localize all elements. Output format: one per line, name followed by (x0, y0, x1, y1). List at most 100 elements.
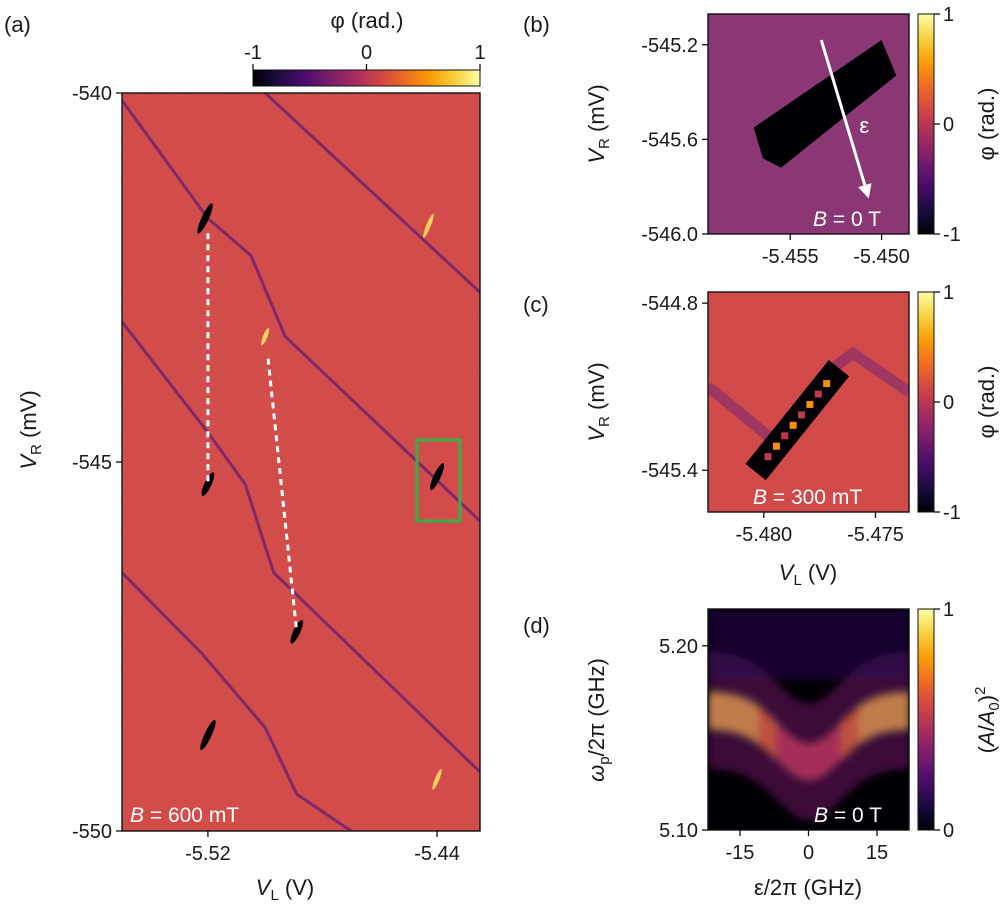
epsilon-arrow (819, 39, 867, 186)
panel-a-annotation: B = 600 mT (130, 804, 239, 827)
panel-a-colorbar-ticks: -1 0 1 (244, 42, 486, 70)
bright-feature (432, 769, 442, 790)
a-ytick-label: -540 (72, 83, 112, 105)
panel-d-colorbar-ticks: 10 (934, 599, 954, 842)
panel-d-annotation-var: B (814, 804, 828, 827)
resonance-halo (904, 652, 909, 770)
d-cbtick-label: 1 (943, 599, 954, 621)
c-ytick-label: -545.4 (641, 460, 698, 482)
cb-d-mid: / (974, 724, 999, 731)
cb-d-sub: 0 (986, 702, 1003, 710)
resonance-halo (781, 689, 787, 807)
b-cbtick-label: -1 (943, 224, 961, 246)
panel-a-label: (a) (4, 12, 31, 37)
resonance-halo (826, 693, 833, 811)
resonance-halo (813, 702, 819, 820)
c-cbtick-label: 1 (943, 282, 954, 304)
resonance-halo (735, 656, 741, 774)
panel-d-annotation: B = 0 T (814, 804, 882, 827)
dark-feature (200, 719, 216, 751)
panel-b-x-ticks: -5.455 -5.450 (762, 234, 910, 268)
d-ytick-label: 5.10 (659, 820, 698, 842)
highlight-box (415, 438, 462, 523)
panel-b-colorbar-gradient (917, 13, 935, 235)
panel-c-frame (707, 291, 910, 513)
dark-feature (290, 619, 304, 644)
epsilon-arrowhead (858, 183, 872, 199)
panel-b-dark-region (753, 40, 897, 168)
a-xtick-label: -5.52 (185, 843, 231, 865)
resonance-halo (753, 665, 760, 783)
resonance-halo (771, 680, 778, 798)
panel-c-label: (c) (523, 292, 549, 317)
resonance-halo (872, 657, 879, 775)
resonance-halo (749, 662, 755, 780)
dark-features (197, 203, 445, 751)
b-ytick-label: -545.2 (641, 35, 698, 57)
panel-d: (d) -15 0 15 5.20 5.10 B = 0 T ε/2π (GHz) ω… (523, 599, 1003, 900)
d-xtick-label: 15 (866, 842, 888, 864)
b-cbtick-label: 0 (943, 114, 954, 136)
panel-c-colorbar: 1 0 -1 φ (rad.) (917, 282, 999, 524)
resonance-halo (758, 668, 764, 786)
panel-c-colorbar-label: φ (rad.) (974, 366, 999, 439)
panel-b-annotation: B = 0 T (813, 208, 881, 231)
panel-c-colorbar-gradient (917, 291, 935, 513)
resonance-halo (895, 653, 901, 770)
b-cbtick-label: 1 (943, 4, 954, 26)
resonance-halo (845, 676, 851, 794)
d-cbtick-label: 0 (943, 820, 954, 842)
d-ytick-label: 5.20 (659, 636, 698, 658)
panel-b-colorbar-ticks: 1 0 -1 (934, 4, 961, 246)
panel-b-frame (707, 13, 910, 235)
band-pixel (814, 390, 822, 398)
transition-line (122, 571, 352, 831)
panel-a-heatmap (122, 93, 480, 831)
panel-a-ylabel: VR (mV) (16, 390, 45, 469)
panel-c: (c) -5.480 -5.475 -544.8 -545.4 B = 300 mT… (523, 282, 999, 589)
resonance-halo (863, 662, 869, 780)
resonance-halo (708, 652, 714, 770)
bright-features (261, 213, 442, 790)
resonance-halo (726, 654, 732, 771)
panel-a-ylabel-var: V (16, 453, 41, 470)
panel-c-heatmap (708, 292, 909, 512)
panel-c-ylabel-unit: (mV) (584, 362, 609, 416)
band-pixel (772, 442, 780, 450)
panel-c-ylabel-sub: R (596, 416, 613, 427)
c-xtick-label: -5.475 (847, 524, 904, 546)
band-pixel (823, 380, 831, 388)
b-xtick-label: -5.450 (853, 246, 910, 268)
panel-d-ylabel-var: ω (584, 765, 609, 782)
panel-a-annotation-text: = 600 mT (144, 804, 239, 827)
resonance-halo (854, 668, 860, 786)
panel-c-x-ticks: -5.480 -5.475 (735, 512, 904, 546)
panel-a-ylabel-sub: R (28, 444, 45, 455)
panel-a-colorbar-label: φ (rad.) (331, 8, 404, 33)
band-pixel (764, 453, 772, 461)
band-pixel (781, 432, 789, 440)
band-pixel (789, 421, 797, 429)
resonance-halo (849, 672, 856, 790)
panel-b-ylabel: VR (mV) (584, 84, 613, 163)
cb-d-var2: A (974, 711, 999, 728)
panel-c-xlabel-var: V (779, 560, 796, 585)
panel-d-heatmap (708, 609, 909, 830)
panel-c-xlabel-unit: (V) (802, 560, 837, 585)
resonance-halo (890, 653, 897, 771)
a-cbtick-label: 1 (474, 42, 485, 64)
dark-feature (201, 472, 215, 496)
resonance-halo (881, 655, 888, 772)
resonance-halo (808, 703, 815, 821)
panel-a-noise (122, 93, 480, 831)
panel-d-ylabel-sub: p (596, 756, 613, 764)
band-pixel (798, 411, 806, 419)
a-ytick-label: -550 (72, 821, 112, 843)
cb-d-close: ) (974, 695, 999, 702)
panel-c-xlabel: VL (V) (779, 560, 837, 589)
bright-feature (261, 327, 270, 346)
resonance-halo (835, 685, 842, 803)
resonance-halo (785, 693, 792, 811)
resonance-halo (762, 672, 769, 790)
